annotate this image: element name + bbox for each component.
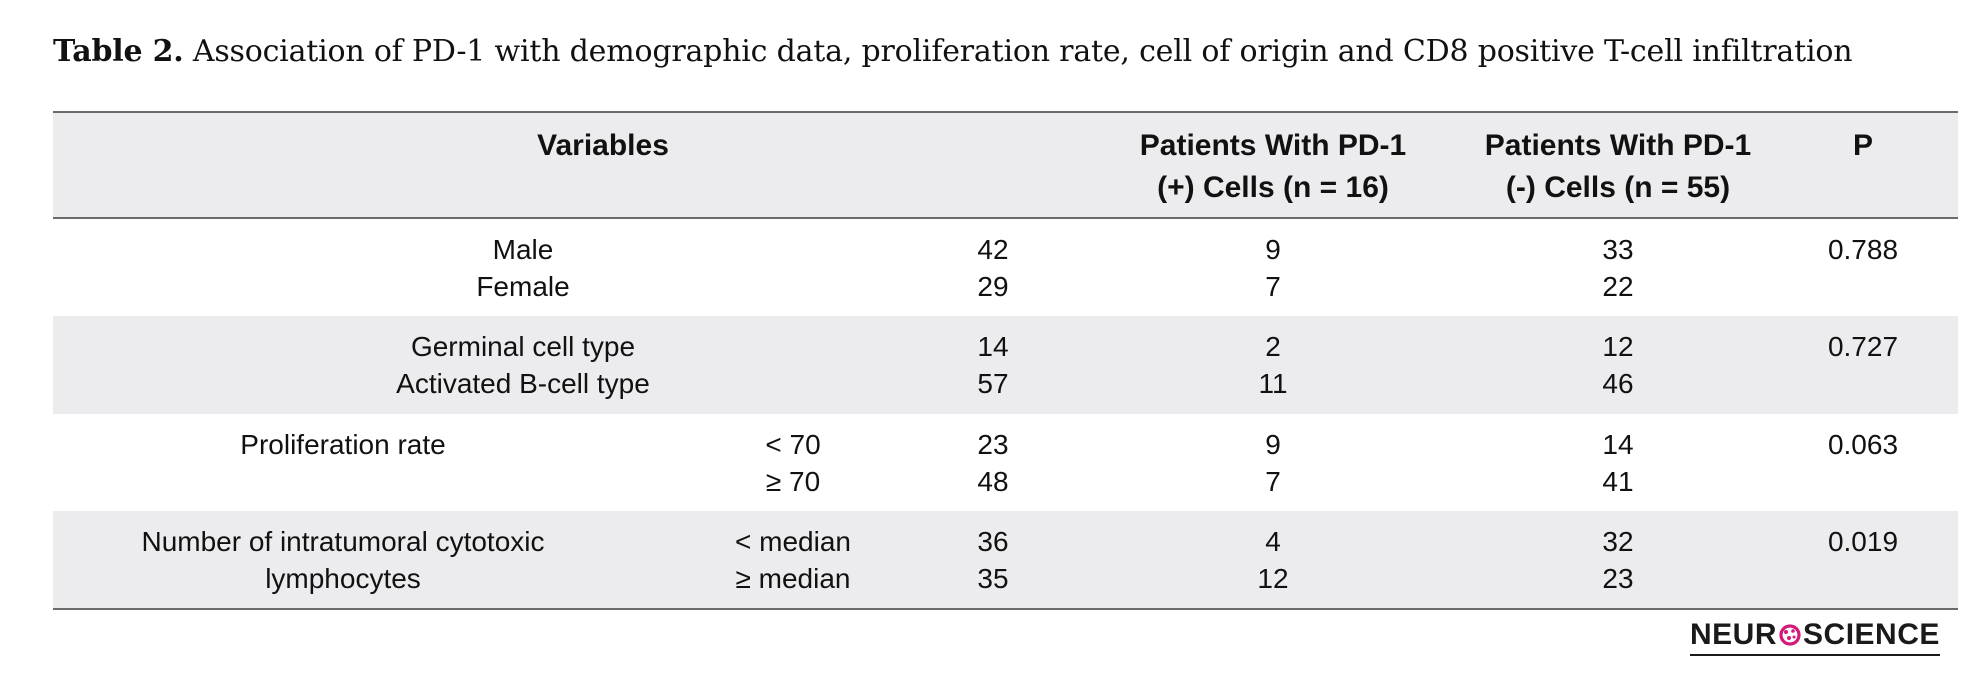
header-pd1-positive-line1: Patients With PD-1 bbox=[1139, 129, 1407, 162]
cell-neg: 23 bbox=[1602, 563, 1634, 594]
caption-label: Table 2. bbox=[53, 34, 184, 69]
cell-pos: 7 bbox=[1265, 271, 1281, 302]
cell-label: Activated B-cell type bbox=[396, 368, 650, 399]
header-pd1-negative-line2: (-) Cells (n = 55) bbox=[1505, 171, 1731, 204]
cell-n: 48 bbox=[977, 466, 1009, 497]
cell-neg: 22 bbox=[1602, 271, 1634, 302]
cell-label: Male bbox=[492, 234, 554, 265]
cell-p-value: 0.727 bbox=[1827, 331, 1899, 362]
cell-n: 35 bbox=[977, 563, 1009, 594]
cell-n: 23 bbox=[977, 429, 1009, 460]
cell-pos: 2 bbox=[1265, 331, 1281, 362]
cell-n: 29 bbox=[977, 271, 1009, 302]
caption-text: Association of PD-1 with demographic dat… bbox=[183, 34, 1853, 69]
cell-p-value: 0.019 bbox=[1827, 526, 1899, 557]
brain-o-icon bbox=[1779, 624, 1801, 646]
cell-label: Number of intratumoral cytotoxic bbox=[141, 526, 545, 557]
cell-n: 57 bbox=[977, 368, 1009, 399]
cell-pos: 9 bbox=[1265, 429, 1281, 460]
cell-pos: 12 bbox=[1257, 563, 1289, 594]
cell-neg: 14 bbox=[1602, 429, 1634, 460]
cell-label: Proliferation rate bbox=[240, 429, 446, 460]
cell-sub: ≥ 70 bbox=[765, 466, 821, 497]
logo-text-left: NEUR bbox=[1690, 618, 1778, 651]
cell-pos: 4 bbox=[1265, 526, 1281, 557]
cell-sub: < 70 bbox=[765, 429, 821, 460]
cell-neg: 32 bbox=[1602, 526, 1634, 557]
header-pd1-negative: Patients With PD-1 (-) Cells (n = 55) bbox=[1453, 125, 1783, 209]
cell-sub: < median bbox=[735, 526, 851, 557]
cell-pos: 9 bbox=[1265, 234, 1281, 265]
header-pd1-positive: Patients With PD-1 (+) Cells (n = 16) bbox=[1108, 125, 1438, 209]
cell-p-value: 0.788 bbox=[1827, 234, 1899, 265]
bottom-rule bbox=[53, 608, 1958, 610]
logo-text-right: SCIENCE bbox=[1803, 618, 1940, 651]
cell-label: Female bbox=[476, 271, 570, 302]
cell-n: 36 bbox=[977, 526, 1009, 557]
group-band-cell-origin bbox=[53, 316, 1958, 414]
group-band-sex bbox=[53, 219, 1958, 316]
header-pd1-positive-line2: (+) Cells (n = 16) bbox=[1157, 171, 1389, 204]
cell-n: 42 bbox=[977, 234, 1009, 265]
table-caption: Table 2. Association of PD-1 with demogr… bbox=[53, 34, 1853, 69]
cell-pos: 7 bbox=[1265, 466, 1281, 497]
group-band-cytotoxic bbox=[53, 511, 1958, 608]
cell-label: lymphocytes bbox=[265, 563, 421, 594]
group-band-proliferation bbox=[53, 414, 1958, 511]
cell-neg: 33 bbox=[1602, 234, 1634, 265]
header-p-value: P bbox=[1852, 129, 1873, 162]
cell-neg: 46 bbox=[1602, 368, 1634, 399]
header-variables: Variables bbox=[537, 129, 669, 162]
neuroscience-logo: NEUR SCIENCE bbox=[1690, 618, 1940, 656]
cell-n: 14 bbox=[977, 331, 1009, 362]
cell-neg: 12 bbox=[1602, 331, 1634, 362]
cell-sub: ≥ median bbox=[735, 563, 851, 594]
cell-label: Germinal cell type bbox=[410, 331, 636, 362]
table-header-band bbox=[53, 111, 1958, 218]
cell-p-value: 0.063 bbox=[1827, 429, 1899, 460]
top-rule bbox=[53, 111, 1958, 113]
cell-pos: 11 bbox=[1258, 368, 1288, 399]
header-pd1-negative-line1: Patients With PD-1 bbox=[1484, 129, 1752, 162]
cell-neg: 41 bbox=[1602, 466, 1634, 497]
header-rule bbox=[53, 217, 1958, 219]
